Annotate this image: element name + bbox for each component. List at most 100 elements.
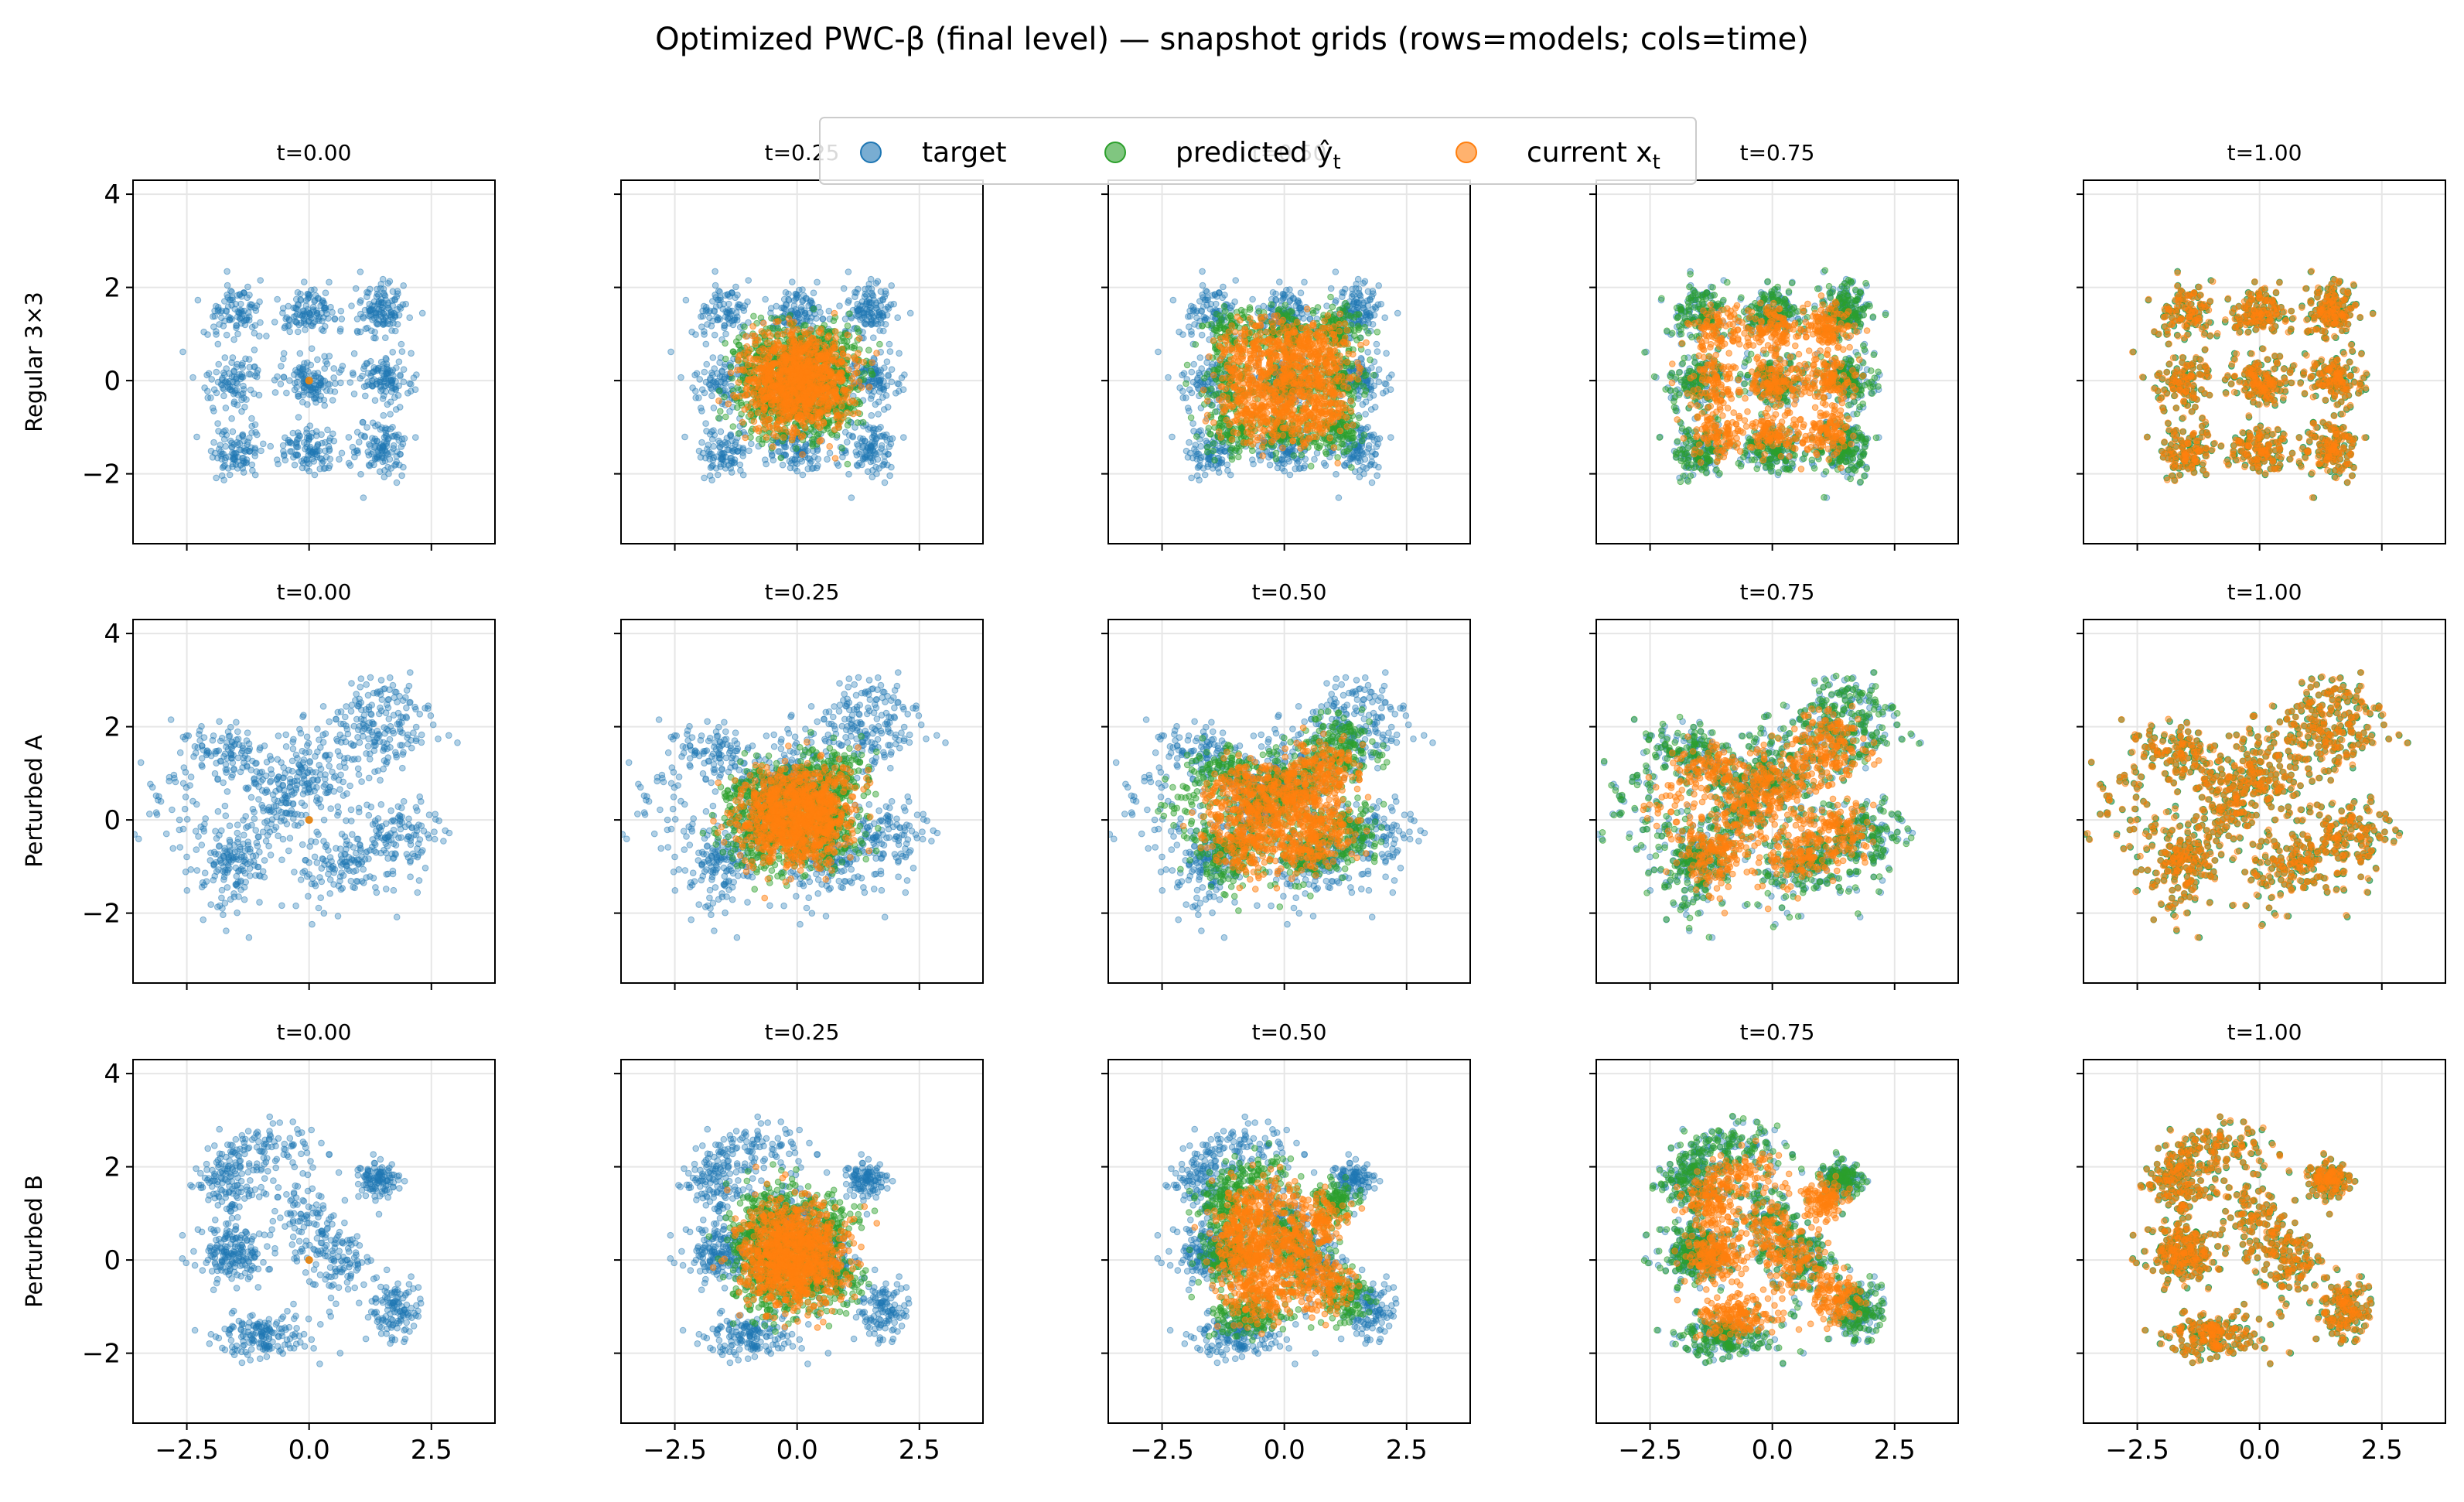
target-point (279, 309, 286, 317)
predicted-point (735, 430, 742, 437)
target-point (1361, 278, 1369, 285)
target-point (326, 447, 333, 455)
predicted-point (715, 415, 722, 422)
target-point (1381, 314, 1388, 322)
target-point (677, 374, 684, 381)
target-point (407, 387, 415, 395)
target-point (871, 449, 879, 456)
target-point (286, 328, 294, 336)
current-point (808, 357, 815, 365)
target-point (221, 354, 229, 361)
current-point (825, 356, 833, 364)
target-point (869, 439, 876, 446)
target-point (357, 310, 364, 318)
target-point (311, 286, 318, 293)
target-point (247, 386, 254, 394)
target-point (1189, 454, 1196, 462)
target-point (225, 384, 232, 391)
target-point (271, 319, 278, 326)
target-point (228, 373, 236, 381)
target-point (329, 309, 336, 316)
target-point (300, 439, 308, 446)
target-point (1227, 471, 1234, 479)
current-point (805, 343, 813, 350)
target-point (718, 374, 726, 381)
predicted-point (844, 323, 851, 329)
target-point (389, 376, 397, 384)
predicted-point (844, 460, 851, 468)
target-point (194, 296, 202, 304)
current-point (810, 339, 817, 346)
current-point (785, 315, 793, 323)
target-point (353, 447, 361, 454)
target-point (189, 374, 196, 381)
target-point (839, 453, 846, 461)
target-point (1381, 380, 1388, 387)
predicted-point (750, 312, 757, 320)
target-point (383, 449, 391, 456)
target-point (709, 371, 716, 379)
current-point (851, 370, 858, 377)
current-point (763, 356, 770, 364)
current-point (844, 331, 851, 339)
target-point (365, 441, 373, 448)
current-point (746, 369, 753, 376)
current-point (780, 391, 787, 398)
target-point (242, 355, 249, 363)
current-point (846, 399, 853, 406)
target-point (880, 385, 887, 393)
target-point (808, 465, 816, 473)
target-point (179, 348, 186, 356)
target-point (321, 365, 329, 372)
current-point (715, 397, 722, 405)
target-point (371, 309, 379, 317)
target-point (246, 313, 253, 320)
target-point (366, 463, 374, 469)
target-point (398, 348, 406, 355)
target-point (1375, 463, 1382, 471)
target-point (882, 448, 889, 456)
current-point (780, 425, 787, 433)
target-point (862, 290, 869, 298)
target-point (400, 463, 407, 471)
target-point (363, 360, 370, 367)
target-point (391, 394, 398, 401)
target-point (210, 313, 217, 320)
target-point (1354, 458, 1362, 466)
current-point (835, 424, 842, 431)
target-point (798, 458, 806, 465)
target-point (884, 461, 891, 469)
target-point (380, 299, 387, 307)
target-point (282, 456, 289, 464)
target-point (258, 447, 264, 455)
target-point (243, 456, 251, 463)
target-point (877, 376, 885, 384)
current-point (821, 347, 828, 355)
target-point (322, 358, 329, 365)
target-point (321, 402, 329, 409)
target-point (1369, 321, 1377, 328)
target-point (388, 369, 395, 376)
target-point (698, 313, 705, 320)
target-point (780, 451, 788, 459)
target-point (849, 432, 856, 440)
predicted-point (845, 417, 852, 424)
target-point (398, 435, 406, 443)
current-point (780, 418, 787, 426)
target-point (762, 295, 769, 303)
target-point (1189, 420, 1196, 427)
target-point (283, 314, 291, 321)
current-point (833, 369, 840, 377)
target-point (361, 432, 368, 440)
target-point (271, 389, 279, 396)
target-point (841, 428, 849, 436)
target-point (226, 471, 234, 479)
current-point (832, 328, 839, 336)
target-point (234, 313, 241, 321)
target-point (219, 431, 226, 438)
target-point (881, 364, 888, 371)
current-point (772, 383, 779, 390)
target-point (295, 391, 302, 398)
current-point (756, 394, 763, 402)
target-point (210, 386, 218, 394)
